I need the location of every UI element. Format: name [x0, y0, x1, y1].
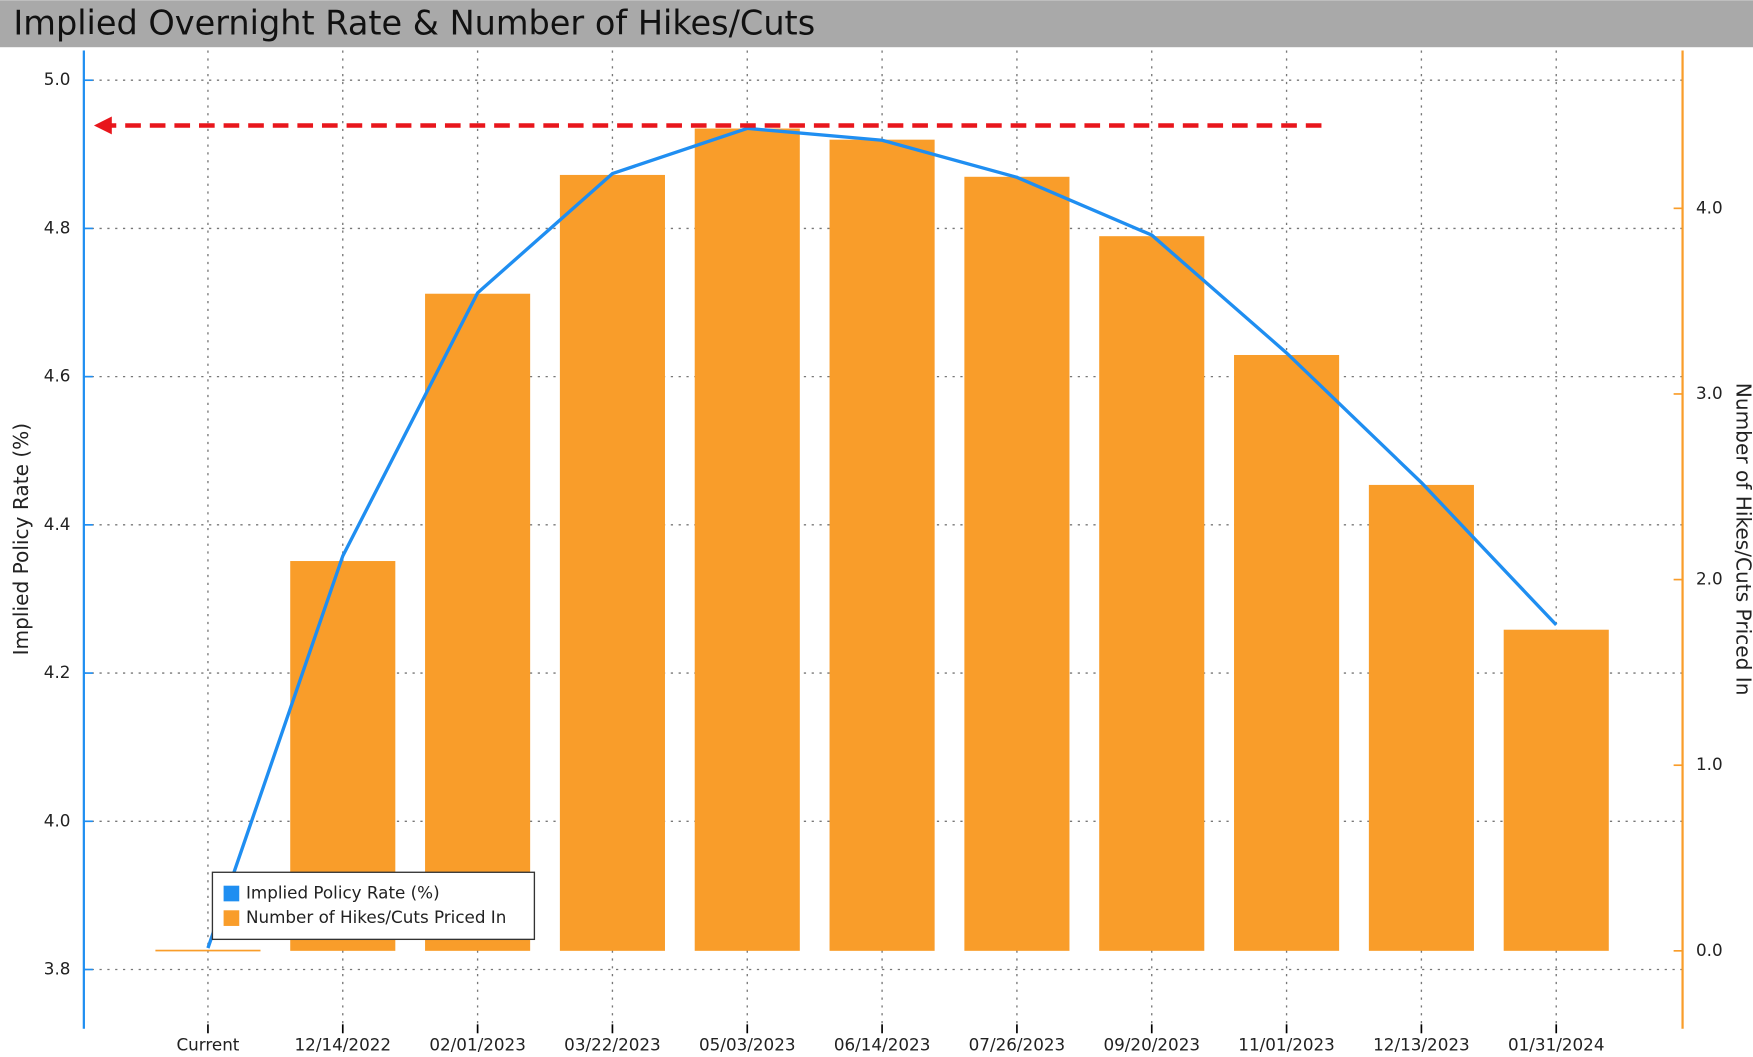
annotation-arrowhead	[93, 116, 112, 135]
y-tick-label: 4.6	[44, 366, 71, 386]
bar	[1368, 484, 1474, 951]
legend-box	[211, 871, 536, 941]
x-tick-label: 09/20/2023	[1103, 1035, 1200, 1055]
line	[206, 126, 1558, 949]
bar	[559, 174, 665, 951]
legend-label: Number of Hikes/Cuts Priced In	[246, 907, 506, 927]
x-tick-label: Current	[176, 1035, 239, 1055]
x-tick-label: 01/31/2024	[1508, 1035, 1605, 1055]
y-tick-label: 4.2	[44, 662, 71, 682]
x-tick-label: 07/26/2023	[969, 1035, 1066, 1055]
x-tick-label: 03/22/2023	[564, 1035, 661, 1055]
y2-tick-label: 4.0	[1696, 197, 1723, 217]
bar	[694, 128, 800, 951]
chart-title: Implied Overnight Rate & Number of Hikes…	[13, 3, 815, 42]
bar	[1503, 629, 1609, 951]
y-tick-label: 3.8	[44, 959, 71, 979]
y-tick-label: 4.4	[44, 514, 71, 534]
y2-tick-label: 0.0	[1696, 940, 1723, 960]
legend-swatch	[223, 910, 240, 926]
x-tick-label: 02/01/2023	[429, 1035, 526, 1055]
y-tick-label: 4.0	[44, 810, 71, 830]
y2-tick-label: 1.0	[1696, 754, 1723, 774]
bar	[1099, 236, 1205, 951]
x-tick-label: 05/03/2023	[699, 1035, 796, 1055]
y-axis-label: Implied Policy Rate (%)	[9, 423, 33, 656]
bar	[425, 293, 531, 951]
x-tick-label: 06/14/2023	[834, 1035, 931, 1055]
x-tick-label: 12/13/2023	[1373, 1035, 1470, 1055]
bar	[829, 139, 935, 951]
bar	[155, 949, 261, 952]
y2-tick-label: 2.0	[1696, 569, 1723, 589]
x-tick-label: 11/01/2023	[1238, 1035, 1335, 1055]
bar	[964, 176, 1070, 951]
y2-axis-label: Number of Hikes/Cuts Priced In	[1731, 383, 1753, 696]
title-bar	[0, 0, 1753, 48]
x-tick-label: 12/14/2022	[295, 1035, 392, 1055]
bar	[1234, 354, 1340, 951]
y-tick-label: 5.0	[44, 69, 71, 89]
legend-label: Implied Policy Rate (%)	[246, 883, 440, 903]
y2-tick-label: 3.0	[1696, 383, 1723, 403]
y-tick-label: 4.8	[44, 217, 71, 237]
legend-swatch	[223, 885, 240, 902]
